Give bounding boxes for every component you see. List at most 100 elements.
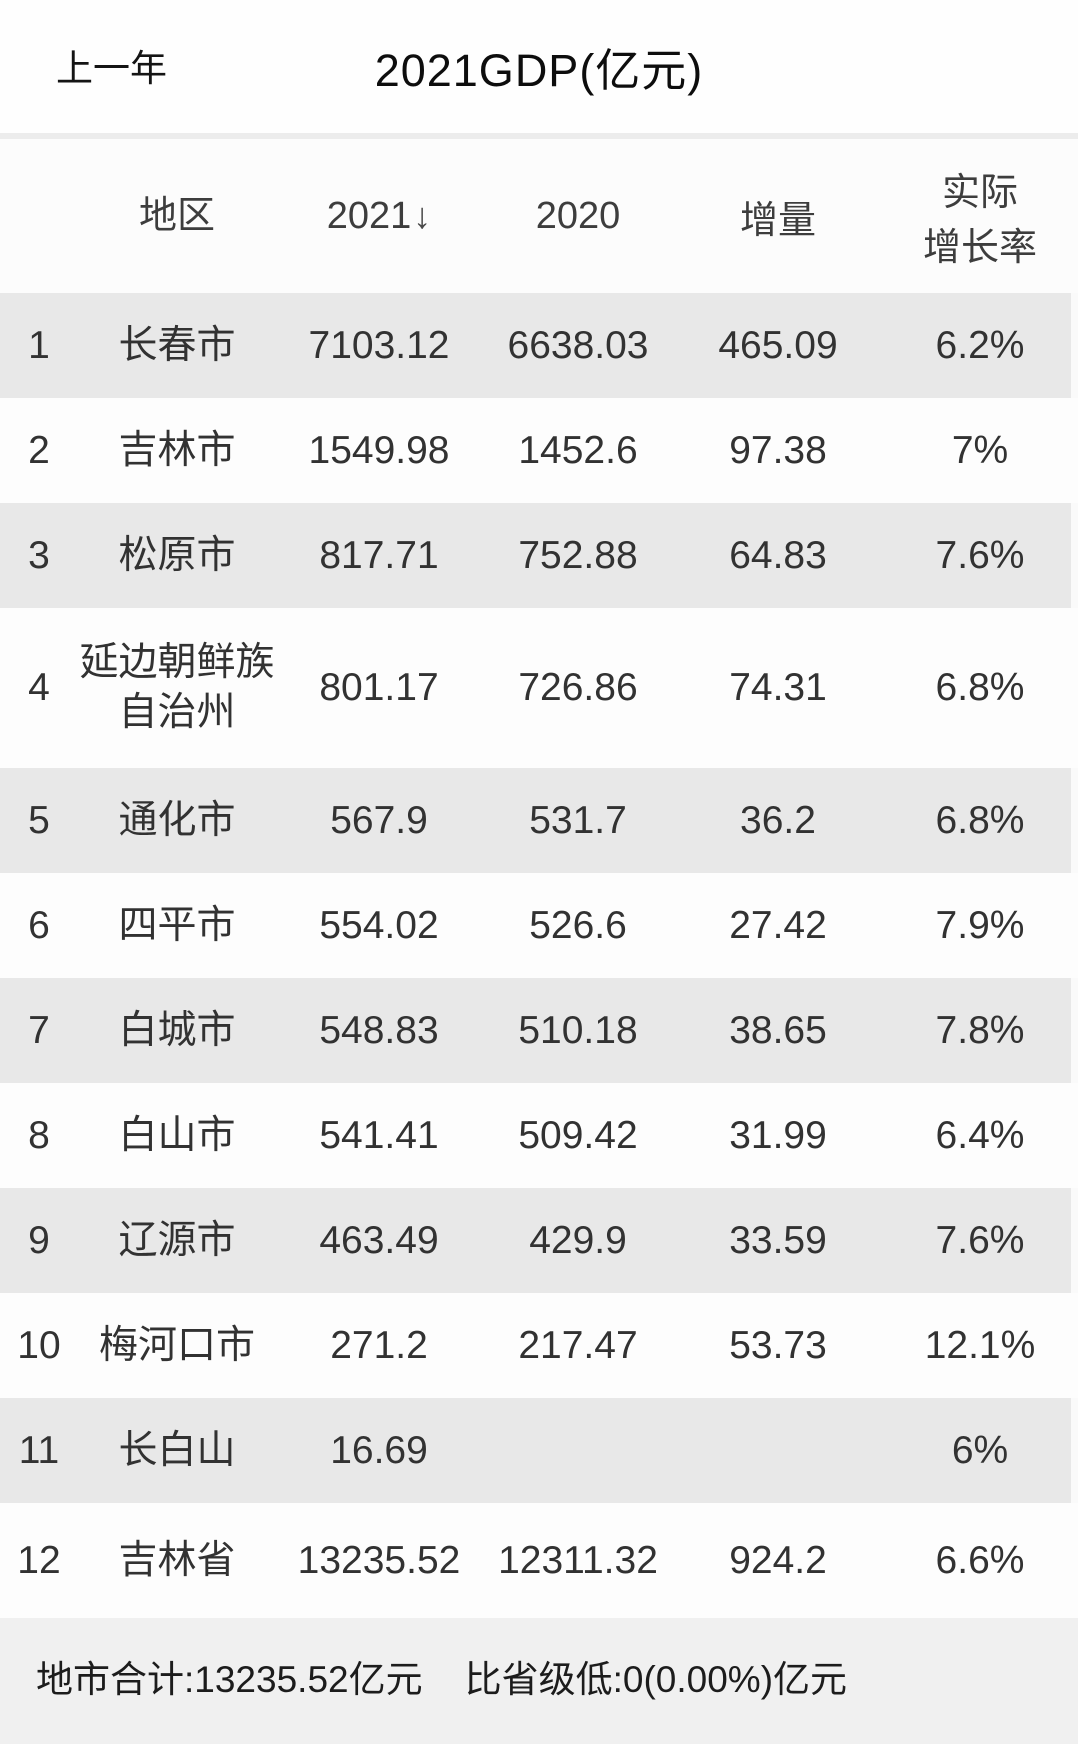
increment-cell: 924.2 [729, 1538, 827, 1582]
header-2020[interactable]: 2020 [535, 194, 621, 237]
region-cell: 长春市 [118, 323, 236, 367]
gdp-2020-cell: 510.18 [518, 1008, 638, 1052]
gdp-2020-cell: 752.88 [518, 533, 638, 577]
region-cell: 长白山 [118, 1428, 236, 1472]
growth-rate-cell: 6.8% [935, 798, 1025, 842]
table-row: 1 长春市 7103.12 6638.03 465.09 6.2% [0, 293, 1078, 398]
header-2021[interactable]: 2021 ↓ [276, 195, 482, 238]
region-cell: 辽源市 [118, 1218, 236, 1262]
increment-cell: 27.42 [729, 903, 827, 947]
rank-cell: 12 [17, 1538, 61, 1582]
summary-total: 地市合计:13235.52亿元 [36, 1659, 423, 1700]
increment-cell: 97.38 [729, 428, 827, 472]
growth-rate-cell: 7.6% [935, 533, 1025, 577]
growth-rate-cell: 6.2% [935, 323, 1025, 367]
rank-cell: 10 [17, 1323, 61, 1367]
header-2021-label: 2021 [326, 194, 412, 237]
gdp-2020-cell: 526.6 [529, 903, 627, 947]
growth-rate-cell: 7% [951, 428, 1009, 472]
gdp-2021-cell: 817.71 [319, 533, 439, 577]
growth-rate-cell: 6% [951, 1428, 1009, 1472]
growth-rate-cell: 6.8% [935, 666, 1025, 709]
region-cell: 松原市 [118, 533, 236, 577]
table-row: 11 长白山 16.69 6% [0, 1398, 1078, 1503]
gdp-2021-cell: 541.41 [319, 1113, 439, 1157]
region-cell: 延边朝鲜族自治州 [79, 641, 275, 734]
previous-year-button[interactable]: 上一年 [56, 48, 167, 89]
gdp-2020-cell: 1452.6 [518, 428, 638, 472]
growth-rate-cell: 7.8% [935, 1008, 1025, 1052]
rank-cell: 9 [28, 1218, 50, 1262]
region-cell: 白山市 [118, 1113, 236, 1157]
table-header-row: 地区 2021 ↓ 2020 增量 实际 增长率 [0, 139, 1078, 293]
header-growth-rate-line1: 实际 [941, 172, 1018, 214]
table-row: 2 吉林市 1549.98 1452.6 97.38 7% [0, 398, 1078, 503]
gdp-2021-cell: 548.83 [319, 1008, 439, 1052]
growth-rate-cell: 6.6% [935, 1538, 1025, 1582]
header-growth-rate-line2: 增长率 [922, 227, 1037, 269]
gdp-2021-cell: 1549.98 [308, 428, 450, 472]
header-growth-rate[interactable]: 实际 增长率 [882, 161, 1078, 271]
region-cell: 梅河口市 [98, 1323, 255, 1367]
summary-vs-province: 比省级低:0(0.00%)亿元 [464, 1659, 848, 1700]
rank-cell: 6 [28, 903, 50, 947]
rank-cell: 4 [28, 666, 50, 709]
growth-rate-cell: 6.4% [935, 1113, 1025, 1157]
gdp-2020-cell: 429.9 [529, 1218, 627, 1262]
gdp-2020-cell: 217.47 [518, 1323, 638, 1367]
increment-cell: 465.09 [718, 323, 838, 367]
table-row: 12 吉林省 13235.52 12311.32 924.2 6.6% [0, 1503, 1078, 1618]
gdp-2021-cell: 16.69 [330, 1428, 428, 1472]
table-row: 3 松原市 817.71 752.88 64.83 7.6% [0, 503, 1078, 608]
increment-cell: 33.59 [729, 1218, 827, 1262]
increment-cell: 53.73 [729, 1323, 827, 1367]
gdp-2021-cell: 801.17 [319, 666, 439, 709]
rank-cell: 8 [28, 1113, 50, 1157]
gdp-2020-cell: 509.42 [518, 1113, 638, 1157]
table-row: 6 四平市 554.02 526.6 27.42 7.9% [0, 873, 1078, 978]
region-cell: 白城市 [118, 1008, 236, 1052]
sort-descending-icon: ↓ [413, 195, 432, 236]
gdp-2020-cell: 6638.03 [507, 323, 649, 367]
region-cell: 通化市 [118, 798, 236, 842]
header-increment[interactable]: 增量 [739, 199, 816, 242]
page-title: 2021GDP(亿元) [374, 45, 704, 96]
gdp-2021-cell: 463.49 [319, 1218, 439, 1262]
gdp-2021-cell: 271.2 [330, 1323, 428, 1367]
summary-footer: 地市合计:13235.52亿元 比省级低:0(0.00%)亿元 [0, 1618, 1078, 1744]
rank-cell: 1 [28, 323, 50, 367]
gdp-2021-cell: 554.02 [319, 903, 439, 947]
table-row: 4 延边朝鲜族自治州 801.17 726.86 74.31 6.8% [0, 608, 1078, 768]
rank-cell: 11 [18, 1428, 60, 1472]
gdp-2020-cell: 12311.32 [498, 1538, 658, 1582]
table-row: 7 白城市 548.83 510.18 38.65 7.8% [0, 978, 1078, 1083]
rank-cell: 5 [28, 798, 50, 842]
table-row: 10 梅河口市 271.2 217.47 53.73 12.1% [0, 1293, 1078, 1398]
header-divider [0, 133, 1078, 139]
region-cell: 吉林省 [118, 1538, 236, 1582]
gdp-2020-cell: 531.7 [529, 798, 627, 842]
region-cell: 吉林市 [118, 428, 236, 472]
gdp-2021-cell: 7103.12 [308, 323, 450, 367]
table-row: 9 辽源市 463.49 429.9 33.59 7.6% [0, 1188, 1078, 1293]
gdp-2021-cell: 567.9 [330, 798, 428, 842]
rank-cell: 2 [28, 428, 50, 472]
header-region[interactable]: 地区 [138, 194, 215, 237]
increment-cell: 31.99 [729, 1113, 827, 1157]
growth-rate-cell: 7.6% [935, 1218, 1025, 1262]
top-bar: 上一年 2021GDP(亿元) [0, 0, 1078, 133]
increment-cell: 74.31 [729, 666, 827, 709]
table-row: 5 通化市 567.9 531.7 36.2 6.8% [0, 768, 1078, 873]
rank-cell: 3 [28, 533, 50, 577]
rank-cell: 7 [28, 1008, 50, 1052]
growth-rate-cell: 12.1% [924, 1323, 1036, 1367]
increment-cell: 36.2 [740, 798, 816, 842]
growth-rate-cell: 7.9% [935, 903, 1025, 947]
gdp-2020-cell: 726.86 [518, 666, 638, 709]
increment-cell: 38.65 [729, 1008, 827, 1052]
gdp-2021-cell: 13235.52 [297, 1538, 461, 1582]
table-row: 8 白山市 541.41 509.42 31.99 6.4% [0, 1083, 1078, 1188]
increment-cell: 64.83 [729, 533, 827, 577]
region-cell: 四平市 [118, 903, 236, 947]
